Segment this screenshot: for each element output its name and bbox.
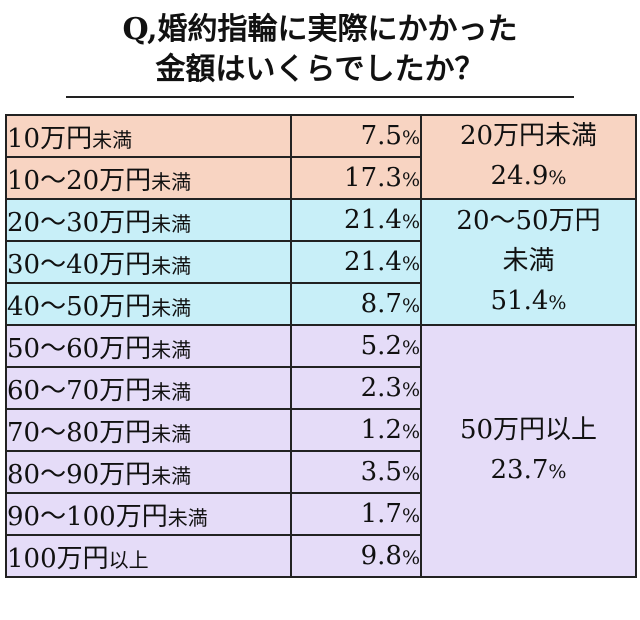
- row-value: 3.5%: [290, 450, 422, 494]
- group-value-number: 51.4: [490, 286, 549, 316]
- row-value: 1.7%: [290, 492, 422, 536]
- row-value: 7.5%: [290, 114, 422, 158]
- row-label-main: 10万円: [7, 123, 93, 154]
- row-value-unit: %: [401, 547, 420, 569]
- row-label-suffix: 未満: [151, 379, 192, 404]
- row-label-suffix: 未満: [151, 421, 192, 446]
- row-label-suffix: 未満: [92, 127, 133, 152]
- group-value-unit: %: [548, 292, 567, 314]
- row-value-unit: %: [401, 127, 420, 149]
- title-line-1: Q,婚約指輪に実際にかかった: [122, 12, 518, 47]
- row-value-number: 21.4: [344, 205, 402, 235]
- group-summary: 20～50万円 未満 51.4%: [420, 198, 637, 326]
- row-label: 50～60万円未満: [5, 324, 292, 368]
- row-value: 2.3%: [290, 366, 422, 410]
- row-value: 17.3%: [290, 156, 422, 200]
- group-value-number: 24.9: [490, 161, 549, 191]
- group-value-unit: %: [548, 167, 567, 189]
- row-value-number: 2.3: [360, 373, 402, 403]
- row-value-unit: %: [401, 463, 420, 485]
- amount-table: 10万円未満 7.5% 20万円未満 24.9% 10～20万円未満 17.3% 20～30…: [5, 114, 637, 578]
- table-row: 10～20万円未満 17.3%: [5, 156, 636, 200]
- row-value-number: 8.7: [360, 289, 402, 319]
- group-value-number: 23.7: [490, 455, 549, 485]
- row-value-number: 9.8: [360, 541, 402, 571]
- row-label-suffix: 未満: [151, 295, 192, 320]
- table-row: 50～60万円未満 5.2% 50万円以上 23.7%: [5, 324, 637, 578]
- row-value: 1.2%: [290, 408, 422, 452]
- row-label-suffix: 未満: [167, 505, 208, 530]
- row-value-number: 21.4: [344, 247, 402, 277]
- row-label: 90～100万円未満: [5, 492, 292, 536]
- row-label-main: 100万円: [7, 543, 109, 574]
- chart-title: Q,婚約指輪に実際にかかった 金額はいくらでしたか？: [0, 10, 640, 90]
- row-label-main: 10～20万円: [7, 165, 152, 196]
- row-value-number: 17.3: [344, 163, 402, 193]
- row-value-unit: %: [401, 505, 420, 527]
- title-line-2: 金額はいくらでしたか？: [155, 52, 485, 87]
- group-value: 24.9%: [423, 156, 634, 197]
- row-label: 30～40万円未満: [5, 240, 292, 284]
- row-label: 80～90万円未満: [5, 450, 292, 494]
- title-underline: [66, 96, 574, 98]
- row-value-number: 5.2: [360, 331, 402, 361]
- group-label-line: 未満: [502, 246, 555, 276]
- row-label-suffix: 未満: [151, 253, 192, 278]
- table-row: 10万円未満 7.5% 20万円未満 24.9%: [5, 114, 637, 200]
- table-row: 80～90万円未満 3.5%: [5, 450, 636, 494]
- row-label-suffix: 未満: [151, 337, 192, 362]
- row-value-unit: %: [401, 337, 420, 359]
- group-value: 51.4%: [423, 281, 634, 323]
- row-value-unit: %: [401, 211, 420, 233]
- group-summary: 50万円以上 23.7%: [420, 324, 637, 578]
- row-value: 8.7%: [290, 282, 422, 326]
- row-label-suffix: 未満: [151, 463, 192, 488]
- row-value: 21.4%: [290, 198, 422, 242]
- group-label-line: 20万円未満: [459, 121, 598, 151]
- row-label-suffix: 以上: [108, 547, 149, 572]
- row-label-main: 40～50万円: [7, 291, 152, 322]
- row-label: 10～20万円未満: [5, 156, 292, 200]
- group-value: 23.7%: [423, 450, 634, 492]
- row-label: 10万円未満: [5, 114, 292, 158]
- row-value-unit: %: [401, 421, 420, 443]
- group-value-unit: %: [548, 461, 567, 483]
- row-label: 20～30万円未満: [5, 198, 292, 242]
- row-value-number: 1.7: [360, 499, 402, 529]
- row-value-number: 3.5: [360, 457, 402, 487]
- table-row: 40～50万円未満 8.7%: [5, 282, 636, 326]
- row-label: 60～70万円未満: [5, 366, 292, 410]
- row-label-main: 20～30万円: [7, 207, 152, 238]
- group-label-line: 20～50万円: [456, 206, 601, 236]
- table-row: 100万円以上 9.8%: [5, 534, 636, 578]
- row-label-main: 60～70万円: [7, 375, 152, 406]
- table-row: 90～100万円未満 1.7%: [5, 492, 636, 536]
- row-value: 5.2%: [290, 324, 422, 368]
- amount-table-body: 10万円未満 7.5% 20万円未満 24.9% 10～20万円未満 17.3% 20～30…: [5, 114, 637, 578]
- group-label-line: 50万円以上: [459, 415, 598, 445]
- row-value-unit: %: [401, 253, 420, 275]
- row-value-unit: %: [401, 169, 420, 191]
- row-value: 9.8%: [290, 534, 422, 578]
- row-value: 21.4%: [290, 240, 422, 284]
- row-label-main: 80～90万円: [7, 459, 152, 490]
- row-label-main: 90～100万円: [7, 501, 168, 532]
- table-row: 30～40万円未満 21.4%: [5, 240, 636, 284]
- row-value-unit: %: [401, 295, 420, 317]
- table-row: 60～70万円未満 2.3%: [5, 366, 636, 410]
- row-value-unit: %: [401, 379, 420, 401]
- row-label-main: 30～40万円: [7, 249, 152, 280]
- row-label-suffix: 未満: [151, 211, 192, 236]
- table-row: 70～80万円未満 1.2%: [5, 408, 636, 452]
- table-row: 20～30万円未満 21.4% 20～50万円 未満 51.4%: [5, 198, 637, 326]
- group-summary: 20万円未満 24.9%: [420, 114, 637, 200]
- row-label: 100万円以上: [5, 534, 292, 578]
- row-label: 40～50万円未満: [5, 282, 292, 326]
- row-label-main: 50～60万円: [7, 333, 152, 364]
- row-value-number: 1.2: [360, 415, 402, 445]
- row-label: 70～80万円未満: [5, 408, 292, 452]
- row-label-suffix: 未満: [151, 169, 192, 194]
- row-label-main: 70～80万円: [7, 417, 152, 448]
- row-value-number: 7.5: [360, 121, 402, 151]
